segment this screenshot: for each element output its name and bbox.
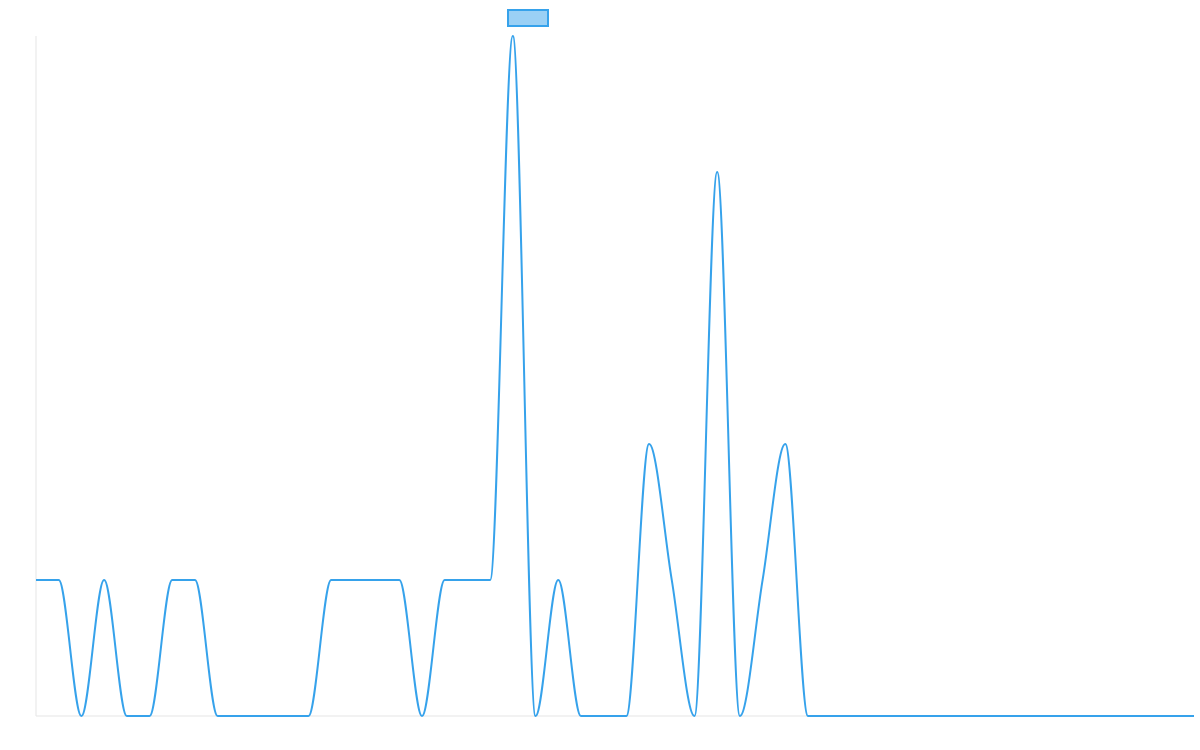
legend[interactable] — [507, 9, 549, 27]
series-line — [36, 34, 1194, 718]
legend-swatch[interactable] — [507, 9, 549, 27]
